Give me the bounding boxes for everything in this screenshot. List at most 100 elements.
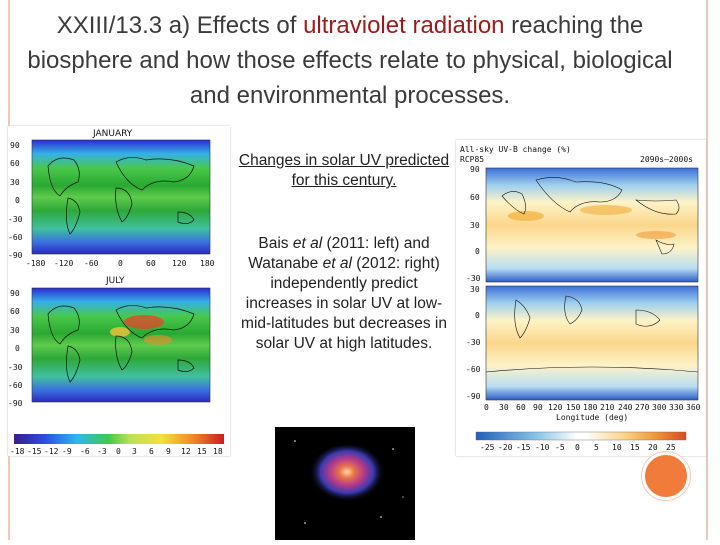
svg-text:-30: -30 <box>466 274 481 283</box>
svg-text:-30: -30 <box>466 338 481 347</box>
right-figure-period: 2090s–2000s <box>640 155 693 164</box>
svg-text:210: 210 <box>600 403 615 412</box>
uvb-map-top-continents <box>501 177 680 255</box>
svg-text:120: 120 <box>548 403 563 412</box>
map-july-hotspot <box>110 315 172 345</box>
svg-text:-60: -60 <box>8 381 23 390</box>
title-suffix: reaching the biosphere and how those eff… <box>27 12 673 109</box>
svg-text:300: 300 <box>652 403 667 412</box>
svg-text:-60: -60 <box>84 259 99 268</box>
caption-top: Changes in solar UV predicted for this c… <box>238 151 450 191</box>
caption-main-em-2: et al <box>322 255 352 272</box>
decorative-orange-circle <box>642 452 690 500</box>
svg-text:0: 0 <box>475 247 480 256</box>
nebula-svg <box>275 427 415 540</box>
caption-top-text: Changes in solar UV predicted for this c… <box>238 152 450 189</box>
uvb-map-bottom-continents <box>485 295 699 373</box>
svg-text:-15: -15 <box>516 443 531 452</box>
svg-text:30: 30 <box>10 178 20 187</box>
left-colorbar-ticks: -18 -15 -12 -9 -6 -3 0 3 6 9 12 15 18 <box>10 447 223 456</box>
svg-text:9: 9 <box>166 447 171 456</box>
svg-text:270: 270 <box>635 403 650 412</box>
frame-line-right <box>706 0 708 540</box>
svg-text:180: 180 <box>200 259 215 268</box>
slide-title: XXIII/13.3 a) Effects of ultraviolet rad… <box>10 8 690 113</box>
uvb-map-bottom <box>485 285 699 401</box>
svg-text:3: 3 <box>132 447 137 456</box>
map-january-lon-ticks: -180 -120 -60 0 60 120 180 <box>26 259 215 268</box>
left-colorbar <box>14 434 224 444</box>
caption-main-part-1: Bais <box>258 235 293 252</box>
svg-text:120: 120 <box>172 259 187 268</box>
svg-text:60: 60 <box>10 307 20 316</box>
svg-text:-20: -20 <box>498 443 513 452</box>
svg-text:-6: -6 <box>80 447 90 456</box>
svg-text:-60: -60 <box>8 233 23 242</box>
svg-text:12: 12 <box>181 447 191 456</box>
left-maps-svg: JANUARY 90 60 30 0 -30 -60 -90 -180 -120… <box>8 129 224 456</box>
svg-text:-9: -9 <box>62 447 72 456</box>
svg-text:60: 60 <box>516 403 526 412</box>
map-july-lat-ticks: 90 60 30 0 -30 -60 -90 <box>8 289 23 408</box>
svg-text:-25: -25 <box>480 443 495 452</box>
title-prefix: XXIII/13.3 a) Effects of <box>56 12 304 39</box>
svg-text:6: 6 <box>149 447 154 456</box>
svg-text:90: 90 <box>533 403 543 412</box>
svg-text:-60: -60 <box>466 365 481 374</box>
svg-text:-30: -30 <box>8 215 23 224</box>
svg-text:-90: -90 <box>8 399 23 408</box>
svg-text:240: 240 <box>618 403 633 412</box>
caption-main-em-1: et al <box>292 235 323 252</box>
svg-text:-30: -30 <box>8 363 23 372</box>
svg-text:30: 30 <box>499 403 509 412</box>
title-highlight: ultraviolet radiation <box>303 12 505 39</box>
map-january-continents <box>47 157 195 235</box>
svg-text:90: 90 <box>470 165 480 174</box>
svg-text:-180: -180 <box>26 259 45 268</box>
map-january-lat-ticks: 90 60 30 0 -30 -60 -90 <box>8 141 23 260</box>
uvb-map-top-features <box>508 205 676 239</box>
map-july <box>31 287 211 403</box>
svg-text:-12: -12 <box>44 447 59 456</box>
svg-text:20: 20 <box>648 443 658 452</box>
caption-main: Bais et al (2011: left) and Watanabe et … <box>238 234 450 354</box>
uvb-colorbar <box>475 431 687 441</box>
svg-text:30: 30 <box>470 221 480 230</box>
uvb-lon-ticks: 0 30 60 90 120 150 180 210 240 270 300 3… <box>484 403 701 412</box>
uvb-colorbar-ticks: -25 -20 -15 -10 -5 0 5 10 15 20 25 <box>480 443 676 452</box>
svg-text:360: 360 <box>686 403 701 412</box>
svg-text:150: 150 <box>566 403 581 412</box>
svg-text:-120: -120 <box>54 259 73 268</box>
left-uv-maps-figure: JANUARY 90 60 30 0 -30 -60 -90 -180 -120… <box>8 126 230 456</box>
svg-text:-3: -3 <box>97 447 107 456</box>
svg-text:180: 180 <box>583 403 598 412</box>
caption-main-part-3: (2012: right) independently predict incr… <box>241 255 447 352</box>
right-maps-svg: All-sky UV-B change (%) RCP85 2090s–2000… <box>460 145 701 452</box>
svg-text:30: 30 <box>10 326 20 335</box>
svg-text:-90: -90 <box>466 392 481 401</box>
svg-text:60: 60 <box>10 159 20 168</box>
svg-text:18: 18 <box>213 447 223 456</box>
svg-text:25: 25 <box>666 443 676 452</box>
svg-text:30: 30 <box>470 285 480 294</box>
map-january-label: JANUARY <box>92 129 133 139</box>
svg-text:-18: -18 <box>10 447 25 456</box>
svg-text:0: 0 <box>484 403 489 412</box>
svg-text:90: 90 <box>10 141 20 150</box>
svg-text:15: 15 <box>197 447 207 456</box>
uvb-map-top <box>485 167 699 283</box>
svg-text:-10: -10 <box>535 443 550 452</box>
crab-nebula-image <box>275 427 415 540</box>
svg-text:0: 0 <box>116 447 121 456</box>
map-january <box>31 139 211 255</box>
right-figure-header: All-sky UV-B change (%) <box>460 145 571 154</box>
svg-text:60: 60 <box>470 193 480 202</box>
svg-text:15: 15 <box>630 443 640 452</box>
svg-text:60: 60 <box>146 259 156 268</box>
svg-text:5: 5 <box>594 443 599 452</box>
svg-text:0: 0 <box>575 443 580 452</box>
right-figure-scenario: RCP85 <box>460 155 484 164</box>
svg-text:-90: -90 <box>8 251 23 260</box>
svg-text:0: 0 <box>15 196 20 205</box>
svg-text:-15: -15 <box>27 447 42 456</box>
